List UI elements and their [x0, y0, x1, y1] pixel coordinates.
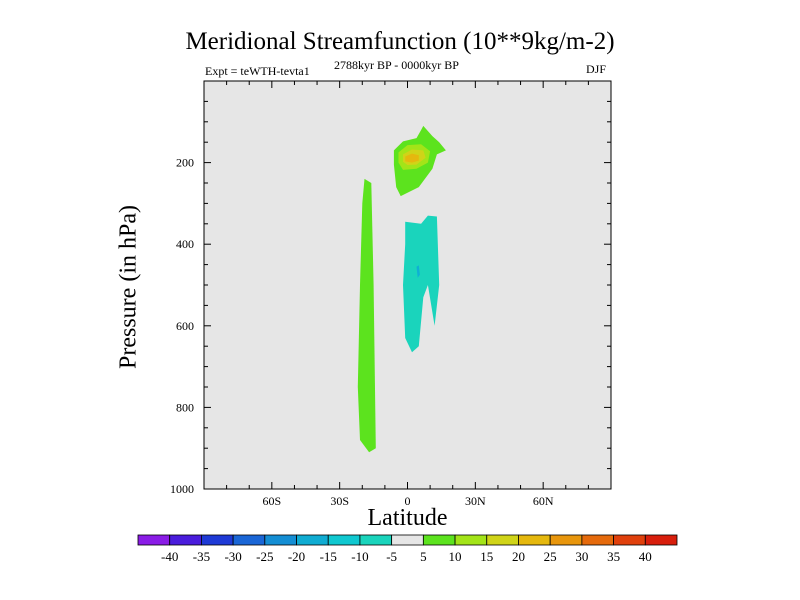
colorbar-label: -10 [351, 549, 368, 564]
colorbar-box [169, 534, 202, 546]
colorbar-box [581, 534, 614, 546]
colorbar-box [264, 534, 297, 546]
y-tick-label: 200 [176, 156, 194, 170]
colorbar-label: 20 [512, 549, 525, 564]
region-tropical-negative-core [416, 265, 420, 278]
colorbar-box [232, 534, 266, 546]
region-tropical-negative-cell [403, 215, 440, 353]
x-tick-label: 60S [262, 494, 281, 508]
colorbar-box [327, 534, 361, 546]
colorbar-label: -25 [256, 549, 273, 564]
colorbar-label: -5 [386, 549, 397, 564]
colorbar-label: -30 [224, 549, 241, 564]
y-tick-label: 600 [176, 319, 194, 333]
y-tick-label: 800 [176, 400, 194, 414]
colorbar-box [613, 534, 646, 546]
colorbar-box [454, 534, 488, 546]
chart-title: Meridional Streamfunction (10**9kg/m-2) [185, 28, 615, 55]
colorbar-box [137, 534, 171, 546]
colorbar-box [644, 534, 678, 546]
colorbar-box [518, 534, 551, 546]
colorbar-label: -40 [161, 549, 178, 564]
colorbar-box [549, 534, 583, 546]
x-tick-label: 60N [533, 494, 554, 508]
colorbar-label: 30 [575, 549, 588, 564]
colorbar-label: -20 [288, 549, 305, 564]
colorbar-box [201, 534, 234, 546]
colorbar-box [296, 534, 329, 546]
colorbar-label: 5 [420, 549, 427, 564]
x-axis-label: Latitude [367, 505, 448, 531]
colorbar-box [422, 534, 456, 546]
experiment-label: Expt = teWTH-tevta1 [205, 64, 310, 78]
x-tick-label: 30S [330, 494, 349, 508]
colorbar-label: 25 [544, 549, 557, 564]
colorbar-label: 40 [639, 549, 652, 564]
region-southern-positive-cell [357, 178, 376, 453]
y-tick-label: 1000 [170, 482, 194, 496]
colorbar-label: -15 [320, 549, 337, 564]
season-label: DJF [586, 62, 607, 76]
colorbar-label: -35 [193, 549, 210, 564]
y-tick-label: 400 [176, 237, 194, 251]
colorbar-box [486, 534, 519, 546]
x-tick-label: 30N [465, 494, 486, 508]
colorbar-label: 10 [449, 549, 462, 564]
colorbar-label: 35 [607, 549, 620, 564]
colorbar-box [359, 534, 393, 546]
x-tick-label: 0 [405, 494, 411, 508]
time-range-label: 2788kyr BP - 0000kyr BP [334, 58, 459, 72]
region-upper-positive-max [405, 153, 419, 163]
colorbar-label: 15 [480, 549, 493, 564]
colorbar-box [391, 534, 424, 546]
